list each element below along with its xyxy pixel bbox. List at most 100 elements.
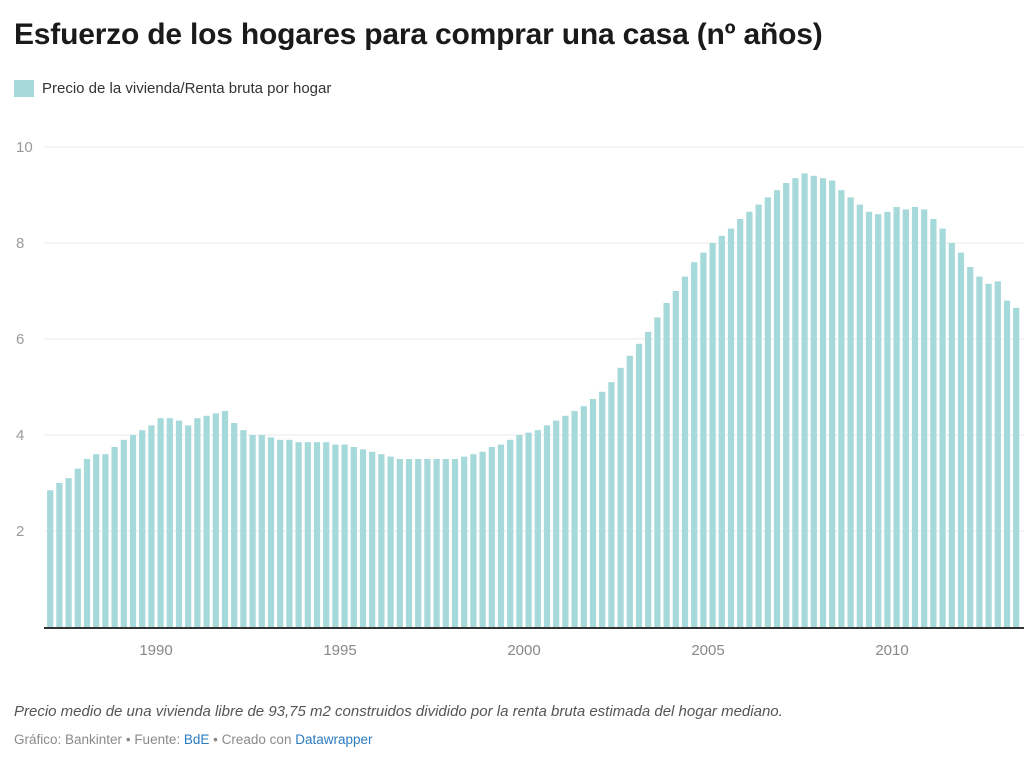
source-line: Gráfico: Bankinter • Fuente: BdE • Cread… (14, 731, 373, 749)
bar (856, 204, 863, 627)
bar (764, 197, 771, 627)
bar (461, 456, 468, 627)
bar (773, 190, 781, 627)
bar (497, 444, 505, 627)
bar (323, 442, 330, 627)
bar (93, 454, 100, 627)
bar (415, 459, 422, 627)
y-tick-label: 4 (16, 427, 24, 444)
chart-title: Esfuerzo de los hogares para comprar una… (14, 18, 823, 51)
bar (231, 423, 238, 627)
bar (424, 459, 431, 627)
bar (672, 291, 679, 627)
bar (139, 430, 146, 627)
legend-label: Precio de la vivienda/Renta bruta por ho… (42, 79, 332, 97)
bar (617, 367, 624, 627)
bar (442, 459, 449, 627)
bar (102, 454, 109, 627)
bar (221, 411, 229, 627)
bar (801, 173, 808, 627)
source-label: Fuente: (134, 732, 181, 747)
bar (507, 439, 514, 627)
bar-chart: 2 4 6 8 10 1990 1995 2000 2005 2010 (16, 139, 1024, 659)
bar (608, 382, 615, 627)
bar (194, 418, 201, 627)
y-tick-label: 8 (16, 235, 24, 252)
bar (332, 444, 339, 627)
bar (157, 418, 164, 627)
bar (562, 415, 569, 627)
bar (1003, 300, 1011, 627)
bar (47, 490, 54, 627)
bar (479, 451, 486, 627)
bar (792, 178, 799, 627)
bar (65, 478, 72, 627)
bar (543, 425, 551, 627)
bar (369, 451, 376, 627)
bar (553, 420, 560, 627)
bar (755, 204, 762, 627)
bar (341, 444, 348, 627)
bar (1013, 307, 1020, 627)
bar (129, 435, 137, 627)
bar (470, 454, 477, 627)
bar (829, 180, 836, 627)
legend-swatch (14, 79, 34, 97)
bar (939, 228, 946, 627)
bar (948, 243, 955, 627)
bar (74, 468, 81, 627)
bar (212, 413, 219, 627)
bar (267, 437, 275, 627)
bar (847, 197, 854, 627)
bar (304, 442, 311, 627)
bar (433, 459, 440, 627)
bar (994, 281, 1001, 627)
chart-note: Precio medio de una vivienda libre de 93… (14, 703, 783, 720)
bar (185, 425, 192, 627)
bar (378, 454, 385, 627)
bar (525, 432, 532, 627)
bar (654, 317, 661, 627)
bar (700, 252, 707, 627)
bar (286, 439, 293, 627)
bar (580, 406, 587, 627)
y-tick-label: 10 (16, 139, 33, 156)
bar (921, 209, 928, 627)
bar (783, 183, 790, 627)
x-tick-label: 2005 (691, 642, 724, 659)
datawrapper-link[interactable]: Datawrapper (295, 732, 373, 747)
credit-text: Gráfico: Bankinter (14, 732, 123, 747)
bar (746, 211, 753, 628)
bar (709, 243, 716, 627)
bar (534, 430, 541, 627)
bar (451, 459, 459, 627)
bar (884, 211, 891, 628)
bar (571, 411, 578, 627)
bar (258, 435, 265, 627)
bar (865, 211, 873, 628)
bar (350, 447, 357, 627)
bar (488, 447, 495, 627)
bar (56, 483, 63, 627)
bar (120, 439, 127, 627)
bar (902, 209, 909, 627)
bar (681, 276, 689, 627)
x-tick-label: 2000 (507, 642, 540, 659)
source-link-bde[interactable]: BdE (183, 732, 210, 747)
bar (277, 439, 284, 627)
bar (663, 303, 670, 627)
x-tick-label: 1990 (139, 642, 172, 659)
bar (718, 235, 725, 628)
bar (635, 343, 643, 627)
bar (976, 276, 983, 627)
y-tick-label: 6 (16, 331, 24, 348)
bar (240, 430, 247, 627)
bar (967, 267, 974, 627)
bar (727, 228, 735, 627)
separator: • (213, 732, 218, 747)
bar (396, 459, 403, 627)
bar (148, 425, 155, 627)
bar (387, 456, 394, 627)
x-tick-label: 2010 (875, 642, 908, 659)
